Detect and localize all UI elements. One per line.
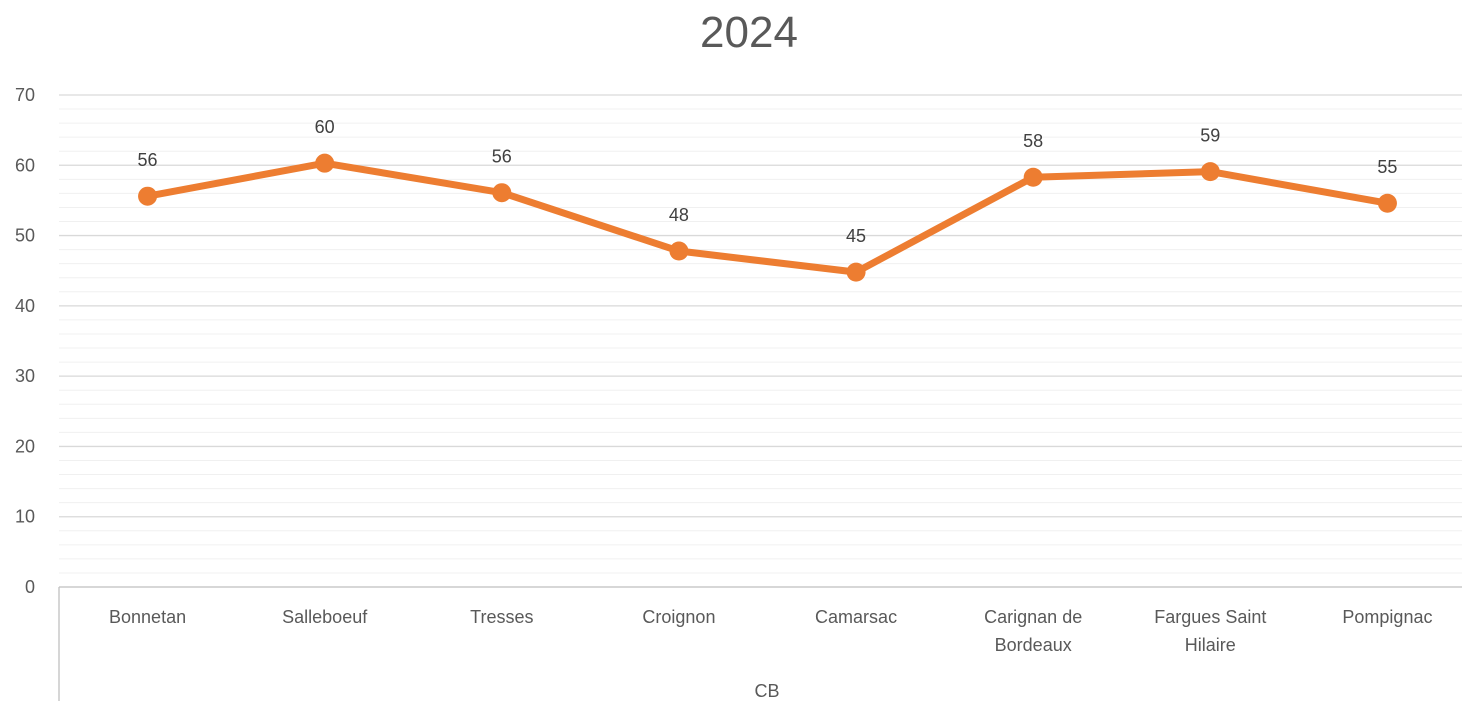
y-tick-label: 70 bbox=[15, 85, 35, 105]
data-label: 55 bbox=[1377, 157, 1397, 177]
data-point bbox=[1377, 193, 1397, 213]
x-tick-label: Carignan de Bordeaux bbox=[984, 607, 1082, 655]
data-point bbox=[315, 153, 335, 173]
x-tick-label-line: Bonnetan bbox=[109, 607, 186, 627]
x-tick-label-line: Hilaire bbox=[1185, 635, 1236, 655]
data-point bbox=[669, 241, 689, 261]
data-labels: 56 60 56 48 45 58 59 55 bbox=[138, 117, 1398, 246]
minor-gridlines bbox=[59, 108, 1462, 574]
x-tick-label: Camarsac bbox=[815, 607, 897, 627]
y-tick-label: 10 bbox=[15, 507, 35, 527]
x-tick-label-line: Croignon bbox=[642, 607, 715, 627]
x-tick-label-line: Salleboeuf bbox=[282, 607, 368, 627]
x-tick-label-line: Pompignac bbox=[1342, 607, 1432, 627]
data-label: 48 bbox=[669, 205, 689, 225]
data-label: 56 bbox=[492, 147, 512, 167]
x-tick-label-line: Camarsac bbox=[815, 607, 897, 627]
data-label: 60 bbox=[315, 117, 335, 137]
x-tick-label-line: Tresses bbox=[470, 607, 533, 627]
category-labels: Bonnetan Salleboeuf Tresses Croignon Camarsa… bbox=[109, 607, 1432, 655]
data-label: 45 bbox=[846, 226, 866, 246]
data-label: 58 bbox=[1023, 131, 1043, 151]
x-tick-label-line: Carignan de bbox=[984, 607, 1082, 627]
x-tick-label-line: Bordeaux bbox=[995, 635, 1072, 655]
series-layer bbox=[138, 153, 1397, 282]
y-tick-label: 20 bbox=[15, 436, 35, 456]
major-gridlines bbox=[59, 94, 1462, 518]
y-tick-label: 50 bbox=[15, 226, 35, 246]
chart-title: 2024 bbox=[700, 8, 798, 57]
y-axis-tick-labels: 0 10 20 30 40 50 60 70 bbox=[15, 85, 35, 597]
x-tick-label: Salleboeuf bbox=[282, 607, 368, 627]
data-point bbox=[138, 186, 158, 206]
data-label: 59 bbox=[1200, 126, 1220, 146]
data-point bbox=[492, 183, 512, 203]
y-tick-label: 0 bbox=[25, 577, 35, 597]
data-point bbox=[1023, 167, 1043, 187]
axes bbox=[58, 586, 1462, 701]
x-tick-label: Croignon bbox=[642, 607, 715, 627]
group-label: CB bbox=[754, 681, 779, 701]
data-point bbox=[1200, 162, 1220, 182]
x-tick-label: Pompignac bbox=[1342, 607, 1432, 627]
series-line bbox=[144, 159, 1391, 276]
data-point bbox=[846, 262, 866, 282]
x-tick-label: Bonnetan bbox=[109, 607, 186, 627]
y-tick-label: 40 bbox=[15, 296, 35, 316]
x-tick-label: Fargues Saint Hilaire bbox=[1154, 607, 1266, 655]
data-label: 56 bbox=[138, 150, 158, 170]
x-tick-label-line: Fargues Saint bbox=[1154, 607, 1266, 627]
x-tick-label: Tresses bbox=[470, 607, 533, 627]
y-tick-label: 60 bbox=[15, 155, 35, 175]
y-tick-label: 30 bbox=[15, 366, 35, 386]
